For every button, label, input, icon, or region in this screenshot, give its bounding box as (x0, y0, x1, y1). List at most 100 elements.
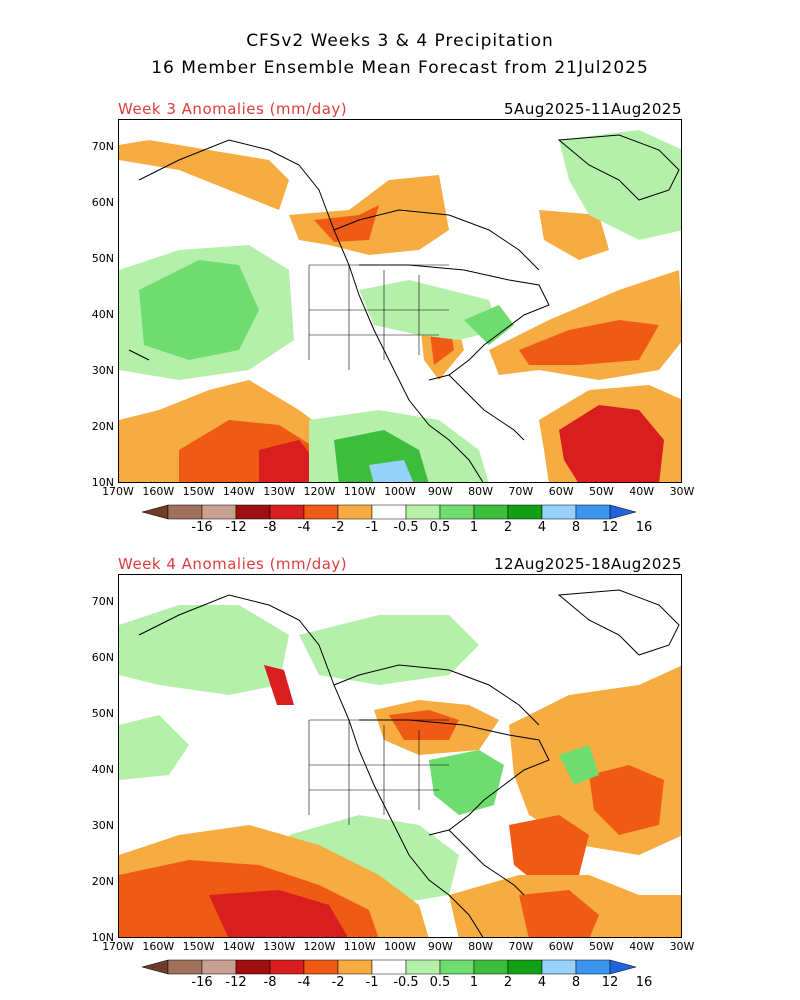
week4-wet-atlantic (559, 745, 599, 785)
week3-lat-label: 30N (91, 364, 114, 377)
week3-lon-label: 150W (182, 485, 215, 498)
week3-colorbar-swatch (167, 504, 203, 520)
week3-coastlines (128, 134, 680, 482)
week3-colorbar-label: -2 (331, 520, 345, 535)
week4-lon-label: 70W (508, 940, 534, 953)
week3-colorbar-swatch (337, 504, 373, 520)
week4-wet-alaska (119, 605, 289, 695)
week4-lat-label: 60N (91, 651, 114, 664)
week4-colorbar-label: 8 (571, 975, 581, 990)
week3-dry-canada-core (314, 205, 379, 242)
week4-lon-label: 100W (384, 940, 416, 953)
week4-colorbar-right-arrow (609, 959, 637, 975)
week3-wet-mexico-blue (369, 460, 414, 482)
week4-colorbar-label: -12 (225, 975, 247, 990)
week4-colorbar-label: -2 (331, 975, 345, 990)
week4-colorbar-swatch (201, 959, 237, 975)
week3-colorbar-label: -12 (225, 520, 247, 535)
week3-lon-label: 130W (263, 485, 296, 498)
week4-dry-caribbean-core (519, 890, 599, 937)
week4-coastlines (138, 589, 680, 937)
week3-title: Week 3 Anomalies (mm/day) (118, 100, 348, 118)
week3-colorbar-swatch (235, 504, 271, 520)
week3-lon-label: 110W (343, 485, 376, 498)
week3-colorbar-label: -16 (191, 520, 213, 535)
week3-wet-greenland (559, 130, 681, 240)
week3-colorbar-label: -8 (263, 520, 277, 535)
week3-dry-tropatl-core (559, 405, 664, 482)
week3-lon-label: 30W (669, 485, 695, 498)
week4-lon-label: 150W (182, 940, 215, 953)
week4-dates: 12Aug2025-18Aug2025 (493, 555, 682, 573)
week4-colorbar-swatch (405, 959, 441, 975)
week3-colorbar-swatches (141, 504, 637, 520)
week4-lon-label: 130W (263, 940, 296, 953)
week4-colorbar-swatch (269, 959, 305, 975)
week3-lon-label: 70W (508, 485, 534, 498)
week4-colorbar-swatch (541, 959, 577, 975)
figure-title-line2: 16 Member Ensemble Mean Forecast from 21… (151, 58, 649, 78)
week4-wet-canada (299, 615, 479, 685)
week3-lon-label: 40W (629, 485, 655, 498)
week4-dry-atlantic-core (589, 765, 664, 835)
week3-colorbar-swatch (405, 504, 441, 520)
week3-colorbar-label: 12 (601, 520, 619, 535)
week3-colorbar-label: 8 (571, 520, 581, 535)
week4-lon-label: 80W (468, 940, 493, 953)
week4-lat-label: 10N (91, 931, 114, 944)
week4-colorbar-swatch (235, 959, 271, 975)
week3-lon-label: 80W (468, 485, 493, 498)
week4-anomaly-shading (119, 605, 681, 937)
week3-lon-label: 120W (303, 485, 336, 498)
week3-lon-label: 160W (142, 485, 175, 498)
week4-lon-label: 120W (303, 940, 336, 953)
week3-colorbar-label: 1 (469, 520, 479, 535)
week4-dry-bc (264, 665, 294, 705)
week4-colorbar-swatch (473, 959, 509, 975)
week3-state-borders (308, 264, 449, 370)
week3-wet-npacific-mid (139, 260, 259, 360)
week4-lat-label: 20N (91, 875, 114, 888)
week3-colorbar-swatch (473, 504, 509, 520)
week4-colorbar-label: 1 (469, 975, 479, 990)
week4-lon-label: 160W (142, 940, 175, 953)
week4-lon-label: 90W (427, 940, 453, 953)
week4-state-borders (308, 719, 449, 825)
figure-title-line1: CFSv2 Weeks 3 & 4 Precipitation (246, 31, 554, 51)
week4-colorbar-swatch (371, 959, 407, 975)
week4-dry-greatlakes-core (389, 710, 459, 740)
week3-colorbar-right-arrow (609, 504, 637, 520)
week3-lat-label: 70N (91, 140, 114, 153)
week4-lon-label: 170W (102, 940, 134, 953)
week4-title: Week 4 Anomalies (mm/day) (118, 555, 348, 573)
week4-colorbar-label: -8 (263, 975, 277, 990)
week3-lon-label: 50W (588, 485, 614, 498)
week3-colorbar-label: -4 (297, 520, 311, 535)
week3-lat-label: 60N (91, 196, 114, 209)
week3-colorbar-label: -0.5 (393, 520, 419, 535)
week4-colorbar-label: 4 (537, 975, 547, 990)
week4-colorbar-label: -0.5 (393, 975, 419, 990)
week4-colorbar-swatch (507, 959, 543, 975)
week4-lon-label: 50W (588, 940, 614, 953)
week4-lat-label: 30N (91, 819, 114, 832)
week4-colorbar-label: -1 (365, 975, 379, 990)
week3-dry-pacific-core (259, 440, 319, 482)
week3-dates: 5Aug2025-11Aug2025 (504, 100, 682, 118)
week4-colorbar-label: -4 (297, 975, 311, 990)
week3-colorbar-swatch (201, 504, 237, 520)
week4-wet-east (429, 750, 504, 815)
week3-dry-labrador (539, 210, 609, 260)
week4-colorbar-swatch (303, 959, 339, 975)
week3-colorbar-swatch (371, 504, 407, 520)
week4-colorbar-label: 12 (601, 975, 619, 990)
week4-dry-atlantic-low (509, 815, 589, 885)
week4-colorbar-swatch (167, 959, 203, 975)
week3-colorbar: -16 -12 -8 -4 -2 -1 -0.5 0.5 1 2 4 8 12 16 (140, 500, 660, 540)
week3-lon-label: 170W (102, 485, 134, 498)
week3-colorbar-swatch (507, 504, 543, 520)
week3-colorbar-label: 2 (503, 520, 513, 535)
week3-colorbar-swatch (439, 504, 475, 520)
week4-lon-label: 40W (629, 940, 655, 953)
week4-lon-label: 30W (669, 940, 695, 953)
